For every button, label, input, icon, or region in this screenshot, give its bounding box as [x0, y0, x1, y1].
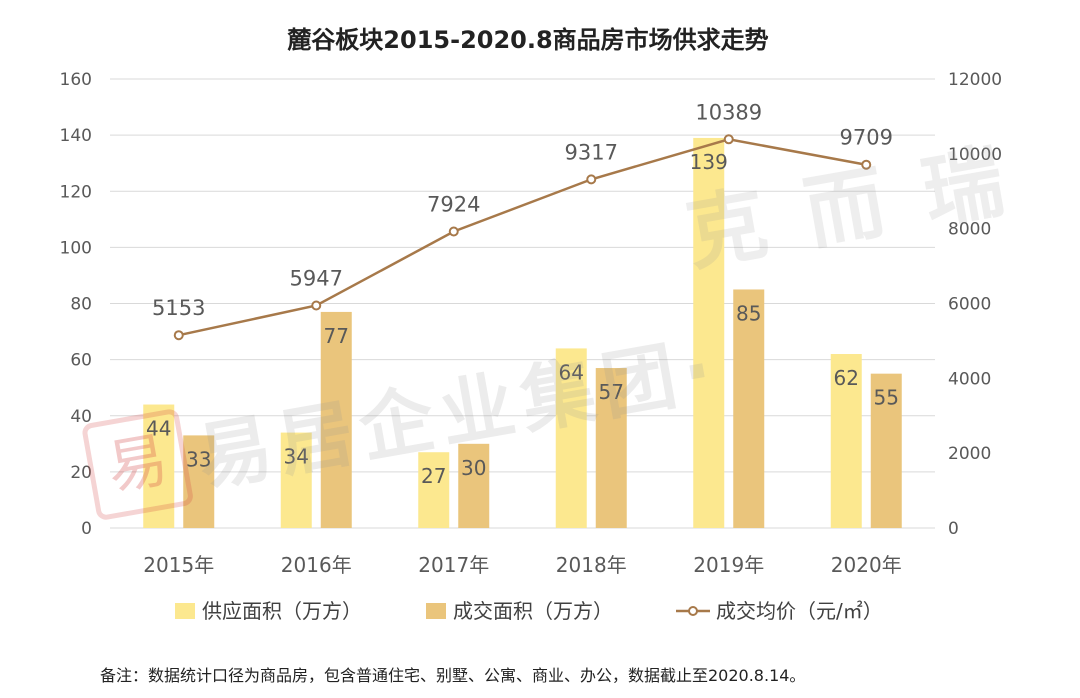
left-tick-label: 40 — [70, 407, 92, 427]
left-tick-label: 160 — [60, 70, 92, 90]
right-tick-label: 6000 — [948, 295, 991, 315]
bar-data-label: 57 — [599, 380, 624, 404]
legend-marker — [688, 606, 698, 616]
bar-data-label: 30 — [461, 456, 486, 480]
price-point — [448, 226, 459, 237]
price-line-path — [178, 137, 867, 337]
x-tick-label: 2017年 — [418, 553, 489, 577]
bar-data-label: 77 — [324, 324, 349, 348]
price-data-label: 9709 — [840, 126, 893, 150]
legend-label: 成交面积（万方） — [453, 599, 613, 623]
deal-bar — [870, 373, 902, 528]
bars: 44 33 34 77 27 30 64 57 139 85 62 55 — [143, 137, 902, 528]
x-tick-label: 2015年 — [143, 553, 214, 577]
right-tick-label: 4000 — [948, 369, 991, 389]
left-axis-ticks: 0 20 40 60 80 100 120 140 160 — [60, 70, 92, 539]
legend: 供应面积（万方） 成交面积（万方） 成交均价（元/㎡） — [175, 599, 883, 623]
legend-label: 成交均价（元/㎡） — [716, 599, 883, 623]
supply-bar — [280, 432, 312, 528]
price-line: 5153 5947 7924 9317 10389 9709 — [152, 100, 893, 341]
right-tick-label: 0 — [948, 519, 959, 539]
supply-bar — [555, 348, 587, 528]
left-tick-label: 0 — [81, 519, 92, 539]
bar-data-label: 34 — [284, 445, 309, 469]
supply-bar — [143, 404, 175, 528]
price-data-label: 10389 — [695, 100, 762, 124]
bar-data-label: 33 — [186, 447, 211, 471]
price-data-label: 5947 — [290, 266, 343, 290]
price-data-label: 7924 — [427, 193, 480, 217]
bar-data-label: 44 — [146, 417, 171, 441]
right-tick-label: 10000 — [948, 145, 1002, 165]
price-point — [311, 300, 322, 311]
supply-bar — [418, 452, 450, 528]
x-tick-label: 2018年 — [556, 553, 627, 577]
left-tick-label: 80 — [70, 295, 92, 315]
bar-data-label: 27 — [421, 464, 446, 488]
price-data-label: 9317 — [565, 140, 618, 164]
x-tick-label: 2016年 — [281, 553, 352, 577]
price-point — [723, 134, 734, 145]
legend-swatch — [426, 603, 446, 619]
bar-data-label: 85 — [736, 301, 761, 325]
deal-bar — [733, 289, 765, 528]
bar-data-label: 55 — [874, 386, 899, 410]
legend-label: 供应面积（万方） — [202, 599, 362, 623]
deal-bar — [183, 435, 215, 528]
bar-data-label: 139 — [690, 150, 728, 174]
left-tick-label: 100 — [60, 238, 92, 258]
footnote: 备注：数据统计口径为商品房，包含普通住宅、别墅、公寓、商业、办公，数据截止至20… — [100, 666, 806, 685]
left-tick-label: 20 — [70, 463, 92, 483]
deal-bar — [458, 443, 490, 528]
left-tick-label: 60 — [70, 351, 92, 371]
price-point — [173, 330, 184, 341]
right-axis-ticks: 0 2000 4000 6000 8000 10000 12000 — [948, 70, 1002, 539]
x-tick-label: 2019年 — [693, 553, 764, 577]
bar-data-label: 62 — [834, 366, 859, 390]
left-tick-label: 120 — [60, 182, 92, 202]
supply-bar — [830, 354, 862, 528]
right-tick-label: 12000 — [948, 70, 1002, 90]
left-tick-label: 140 — [60, 126, 92, 146]
price-point — [861, 159, 872, 170]
x-axis-labels: 2015年 2016年 2017年 2018年 2019年 2020年 — [143, 553, 901, 577]
x-tick-label: 2020年 — [831, 553, 902, 577]
supply-bar — [693, 137, 725, 528]
legend-swatch — [175, 603, 195, 619]
bar-data-label: 64 — [559, 360, 584, 384]
chart-title: 麓谷板块2015-2020.8商品房市场供求走势 — [287, 26, 768, 54]
gridlines — [110, 78, 935, 529]
right-tick-label: 8000 — [948, 220, 991, 240]
price-data-label: 5153 — [152, 296, 205, 320]
right-tick-label: 2000 — [948, 444, 991, 464]
deal-bar — [320, 311, 352, 528]
deal-bar — [595, 368, 627, 528]
price-point — [586, 174, 597, 185]
